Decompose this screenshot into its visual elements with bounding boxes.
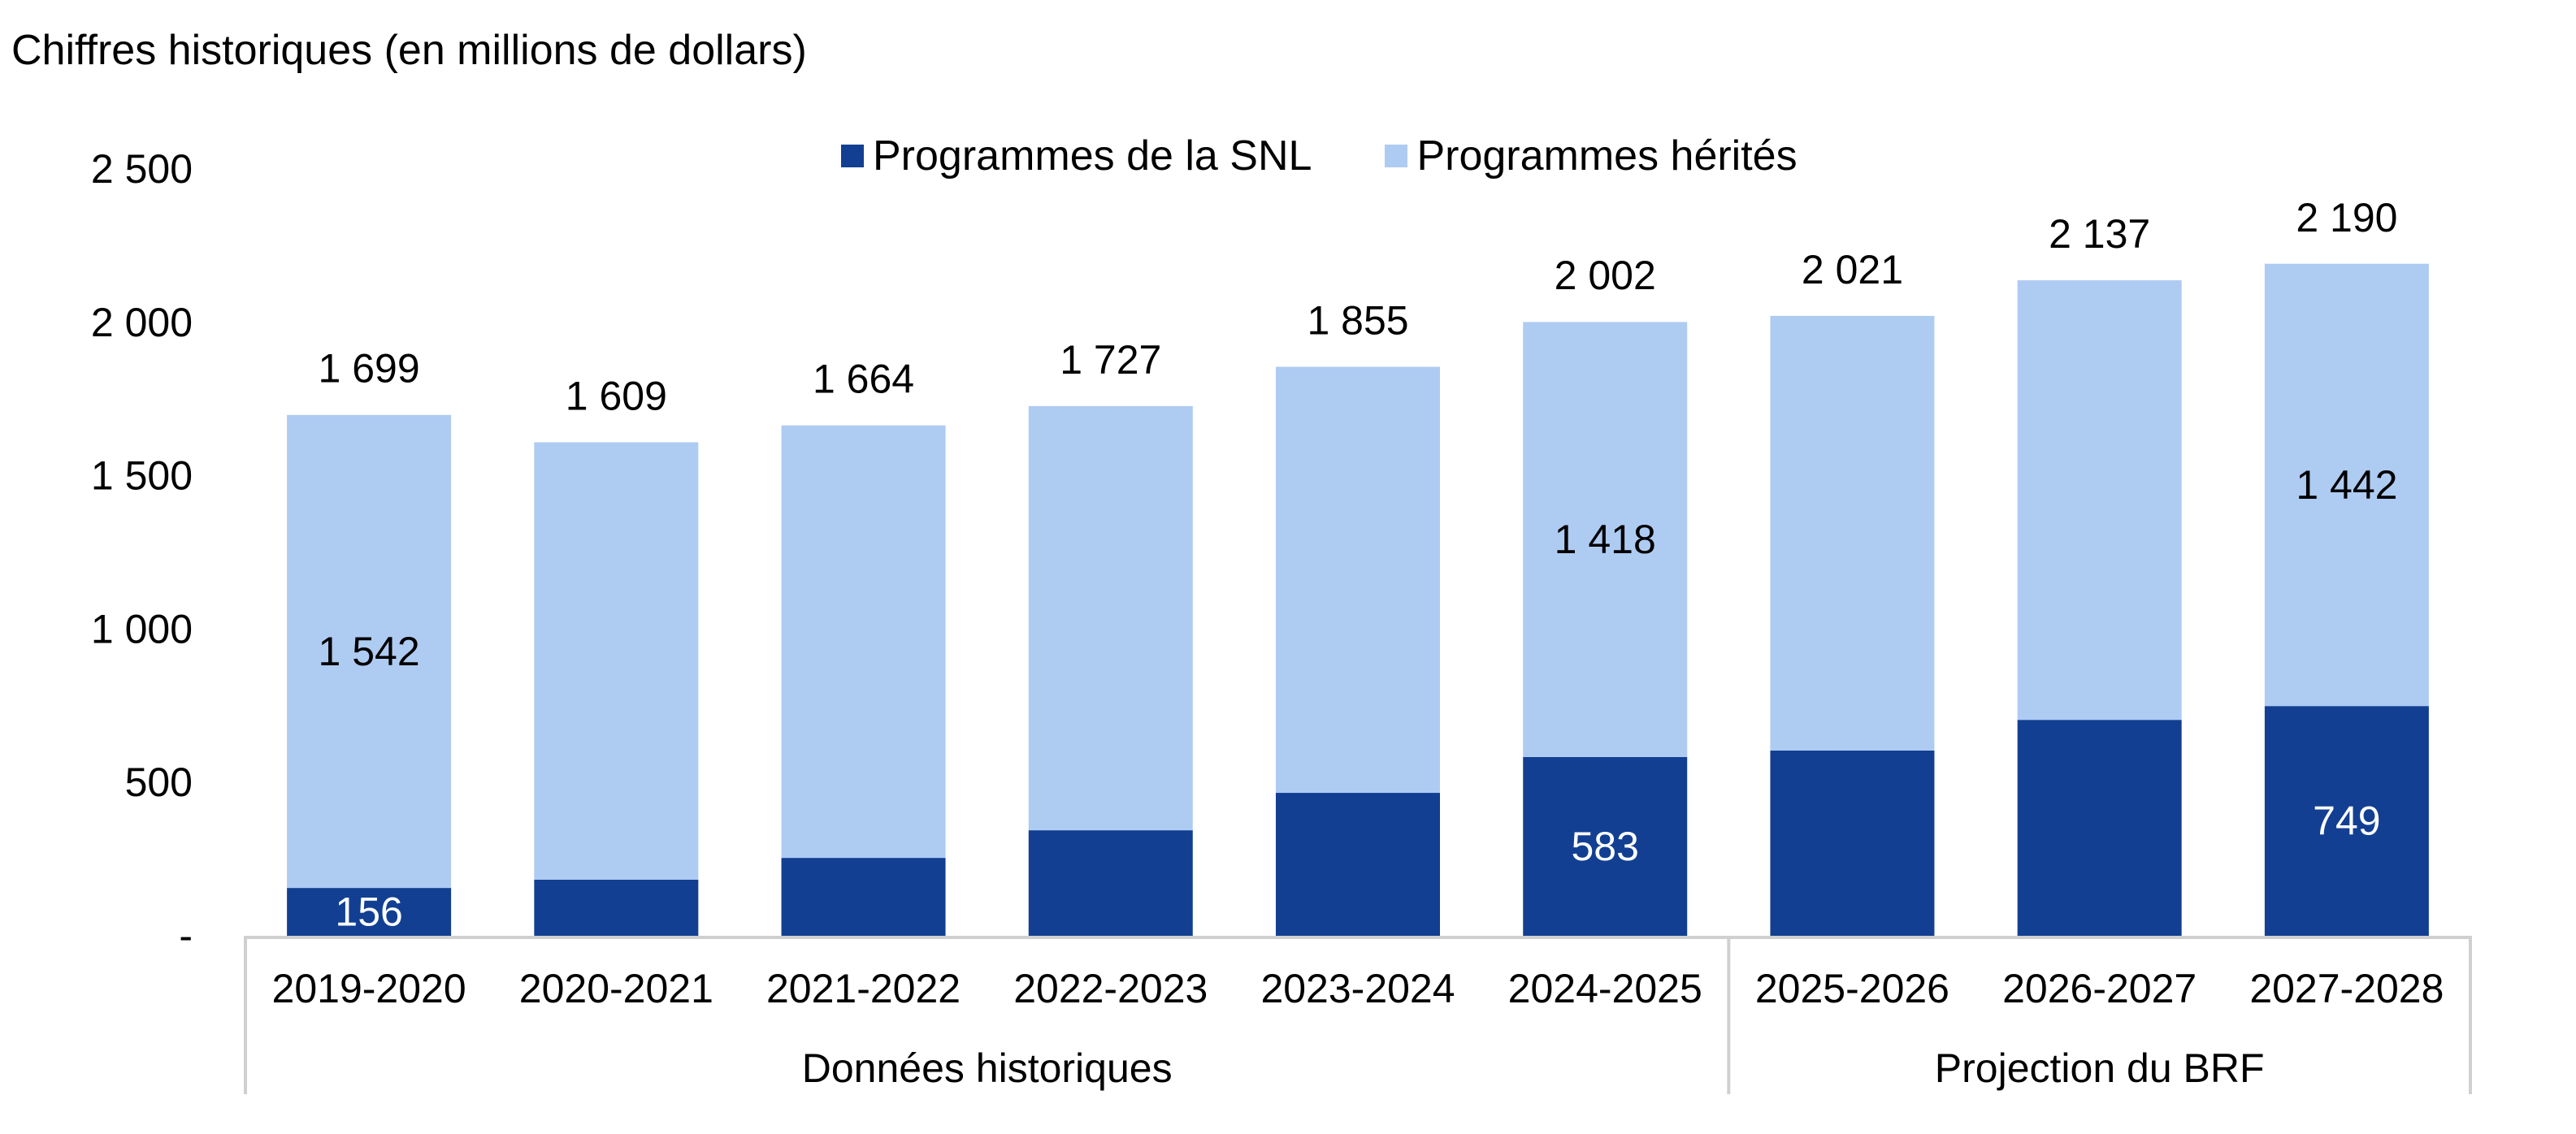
bar-segment-snl <box>2264 706 2429 936</box>
y-tick-label: 1 000 <box>91 606 193 651</box>
bar-segment-legacy <box>2264 263 2429 707</box>
legend-item-legacy[interactable]: Programmes hérités <box>1385 132 1798 180</box>
legend: Programmes de la SNL Programmes hérités <box>841 135 1871 177</box>
bar-segment-snl <box>1523 756 1688 936</box>
bar-segment-snl <box>781 858 946 936</box>
bar-segment-snl <box>1276 793 1440 936</box>
bar-segment-legacy <box>1276 366 1440 794</box>
y-axis: - 500 1 000 1 500 2 000 2 500 <box>91 146 193 959</box>
total-value-label: 1 727 <box>1060 337 1161 383</box>
total-value-label: 1 609 <box>566 373 667 418</box>
bar-segment-snl <box>287 888 452 936</box>
segment-value-label: 583 <box>1572 824 1639 869</box>
x-tick-label: 2022-2023 <box>1013 966 1208 1011</box>
x-tick-label: 2026-2027 <box>2002 966 2197 1011</box>
bar-segment-snl <box>2017 720 2182 936</box>
bar-segment-legacy <box>781 425 946 859</box>
segment-value-label: 1 418 <box>1555 517 1656 562</box>
y-tick-label: 500 <box>125 760 193 805</box>
x-tick-label: 2025-2026 <box>1755 966 1949 1011</box>
bar-segment-legacy <box>1523 322 1688 757</box>
x-group-label: Projection du BRF <box>1935 1045 2265 1091</box>
segment-value-label: 749 <box>2313 799 2380 844</box>
y-tick-label: 2 500 <box>91 146 193 192</box>
x-tick-label: 2024-2025 <box>1508 966 1702 1011</box>
total-value-label: 2 021 <box>1802 247 1903 292</box>
chart-title: Chiffres historiques (en millions de dol… <box>11 27 807 74</box>
x-tick-label: 2021-2022 <box>766 966 961 1011</box>
bar-segment-snl <box>534 879 699 936</box>
legend-item-snl[interactable]: Programmes de la SNL <box>841 135 1312 177</box>
bar-segment-legacy <box>2017 280 2182 721</box>
x-tick-label: 2019-2020 <box>272 966 466 1011</box>
legend-label-snl: Programmes de la SNL <box>873 132 1312 180</box>
x-group-label: Données historiques <box>802 1045 1173 1091</box>
bar-segment-legacy <box>1770 315 1935 751</box>
total-value-label: 2 190 <box>2296 195 2397 240</box>
bar-segment-legacy <box>287 414 452 889</box>
legend-swatch-legacy <box>1385 145 1408 167</box>
y-tick-label: 2 000 <box>91 300 193 345</box>
bar-segment-snl <box>1028 830 1193 936</box>
x-tick-label: 2023-2024 <box>1260 966 1455 1011</box>
y-tick-label: 1 500 <box>91 453 193 499</box>
segment-value-label: 1 542 <box>319 629 420 674</box>
legend-label-legacy: Programmes hérités <box>1416 132 1798 180</box>
bar-segment-snl <box>1770 750 1935 936</box>
total-value-label: 2 137 <box>2049 211 2150 257</box>
segment-value-label: 1 442 <box>2296 462 2397 508</box>
bar-segment-legacy <box>534 442 699 880</box>
x-tick-label: 2020-2021 <box>519 966 713 1011</box>
bars <box>287 263 2429 936</box>
data-labels: 156 1 542 1 699 1 609 1 664 1 727 1 855 583 1 41… <box>319 195 2398 934</box>
segment-value-label: 156 <box>335 889 402 935</box>
x-axis: Données historiques Projection du BRF 2019… <box>244 936 2472 1094</box>
bar-segment-legacy <box>1028 405 1193 831</box>
total-value-label: 2 002 <box>1555 253 1656 298</box>
y-tick-label: - <box>179 913 193 959</box>
total-value-label: 1 699 <box>319 345 420 391</box>
total-value-label: 1 855 <box>1307 298 1408 344</box>
total-value-label: 1 664 <box>813 357 914 402</box>
legend-swatch-snl <box>841 145 864 167</box>
x-tick-label: 2027-2028 <box>2249 966 2444 1011</box>
